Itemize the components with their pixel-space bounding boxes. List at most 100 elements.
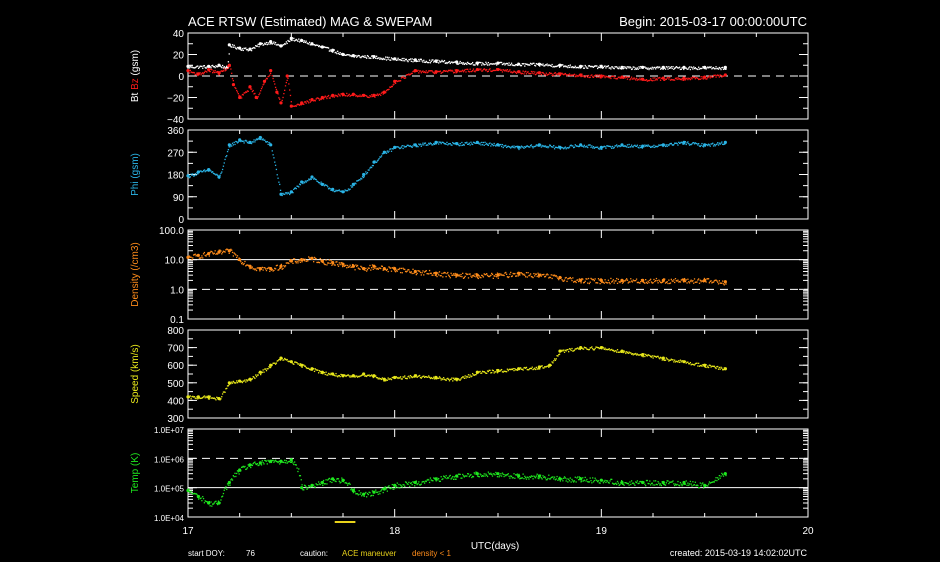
data-point — [486, 64, 489, 66]
data-point — [357, 375, 360, 378]
data-point — [263, 43, 265, 46]
data-point — [475, 276, 477, 278]
data-point — [222, 70, 225, 72]
data-point — [382, 487, 386, 491]
data-point — [514, 64, 516, 67]
data-point — [273, 157, 275, 159]
data-point — [525, 366, 528, 369]
data-point — [298, 104, 301, 106]
data-point — [288, 83, 290, 85]
data-point — [405, 377, 408, 380]
data-point — [271, 75, 273, 77]
data-point — [501, 63, 504, 66]
data-point — [325, 46, 327, 49]
data-point — [604, 65, 606, 67]
data-point — [316, 97, 318, 99]
data-point — [361, 178, 363, 180]
data-point — [649, 78, 652, 80]
data-point — [347, 94, 350, 96]
data-point — [500, 273, 502, 275]
data-point — [443, 272, 445, 274]
data-point — [609, 349, 611, 351]
data-point — [683, 68, 685, 71]
data-point — [423, 144, 425, 146]
data-point — [674, 281, 676, 284]
data-point — [279, 192, 283, 196]
data-point — [275, 90, 279, 94]
data-point — [661, 76, 665, 80]
data-point — [485, 69, 487, 72]
data-point — [510, 475, 512, 477]
data-point — [279, 459, 283, 463]
data-point — [681, 485, 683, 487]
data-point — [346, 374, 349, 376]
data-point — [349, 483, 351, 485]
data-point — [266, 43, 268, 46]
data-point — [370, 57, 372, 60]
data-point — [389, 487, 391, 489]
data-point — [668, 66, 670, 68]
data-point — [298, 363, 300, 365]
data-point — [356, 265, 358, 268]
data-point — [292, 462, 294, 464]
data-point — [635, 481, 638, 484]
data-point — [240, 261, 242, 263]
data-point — [308, 43, 310, 45]
data-point — [299, 475, 302, 477]
y-tick-label: 20 — [173, 51, 185, 62]
data-point — [720, 475, 722, 477]
data-point — [290, 39, 292, 42]
data-point — [389, 59, 391, 61]
data-point — [611, 349, 614, 352]
data-point — [264, 268, 267, 270]
data-point — [323, 46, 326, 48]
data-point — [547, 477, 549, 480]
data-point — [723, 140, 727, 144]
data-point — [317, 97, 320, 100]
data-point — [336, 94, 338, 97]
data-point — [333, 190, 336, 193]
y-tick-label: 180 — [167, 171, 184, 182]
data-point — [231, 478, 233, 480]
data-point — [246, 90, 249, 92]
data-point — [465, 377, 467, 379]
data-point — [238, 473, 240, 475]
data-point — [296, 104, 298, 106]
data-point — [488, 369, 490, 372]
data-point — [698, 278, 700, 280]
y-tick-label: 600 — [167, 361, 184, 372]
data-point — [690, 143, 692, 146]
data-point — [279, 44, 283, 48]
data-point — [505, 70, 508, 72]
data-point — [279, 358, 281, 361]
data-point — [484, 273, 486, 276]
data-point — [611, 281, 613, 283]
data-point — [205, 67, 207, 69]
data-point — [360, 492, 362, 494]
data-point — [209, 505, 211, 507]
data-point — [444, 70, 446, 72]
data-point — [386, 268, 389, 270]
data-point — [571, 66, 573, 69]
data-point — [387, 377, 389, 379]
data-point — [217, 250, 221, 254]
data-point — [193, 175, 196, 177]
data-point — [253, 93, 255, 95]
data-point — [392, 488, 394, 490]
data-point — [247, 90, 249, 92]
data-point — [393, 375, 397, 380]
data-point — [680, 141, 682, 143]
data-point — [221, 171, 223, 173]
data-point — [462, 71, 465, 73]
data-point — [238, 257, 240, 259]
y-tick-label: 90 — [173, 193, 185, 204]
data-point — [603, 480, 605, 483]
data-point — [327, 186, 329, 188]
data-point — [564, 477, 567, 479]
data-point — [243, 262, 245, 265]
data-point — [673, 79, 675, 81]
data-point — [372, 55, 376, 59]
data-point — [661, 359, 663, 361]
data-point — [216, 70, 219, 73]
